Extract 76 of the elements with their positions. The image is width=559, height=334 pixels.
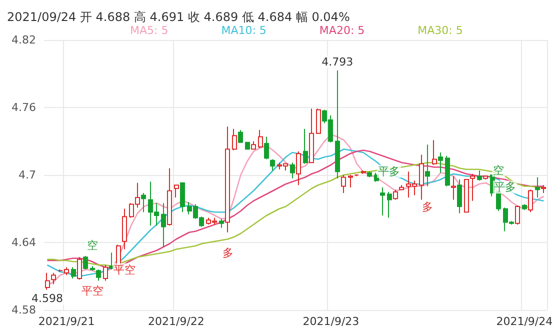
y-tick-label: 4.76	[12, 101, 36, 114]
y-tick-label: 4.64	[12, 236, 36, 249]
candlestick	[477, 170, 482, 182]
candlestick	[367, 171, 372, 178]
candlestick	[535, 176, 540, 198]
candlestick	[399, 184, 404, 190]
candlestick	[341, 174, 346, 194]
candlestick	[393, 189, 398, 200]
candlestick	[432, 140, 437, 166]
candlestick	[380, 186, 385, 216]
candlestick	[303, 128, 308, 164]
candlestick	[515, 204, 520, 225]
x-tick-label: 2021/9/22	[148, 315, 204, 328]
candlestick	[445, 155, 450, 187]
text: MA30: 5	[418, 24, 463, 37]
candlestick	[470, 173, 475, 202]
text: MA10: 5	[221, 24, 266, 37]
x-tick-label: 2021/9/24	[496, 315, 553, 328]
candlestick	[103, 264, 108, 282]
candlestick	[238, 130, 243, 143]
annotation: 多	[422, 200, 434, 214]
y-tick-label: 4.7	[18, 168, 36, 182]
candlestick	[483, 176, 488, 180]
candlestick	[45, 272, 50, 290]
candlestick	[77, 256, 82, 280]
candlestick	[51, 272, 56, 285]
candlestick	[387, 191, 392, 218]
candlestick	[451, 176, 456, 200]
candlestick	[245, 142, 250, 150]
y-tick-label: 4.82	[12, 34, 36, 46]
annotation: 空	[493, 164, 504, 177]
candlestick	[264, 136, 269, 160]
candlestick	[419, 154, 424, 200]
candlestick	[219, 218, 224, 228]
candlestick	[96, 269, 101, 282]
candlestick	[167, 168, 172, 226]
annotation: 4.793	[322, 55, 354, 68]
annotation: 平空	[81, 284, 104, 298]
candlestick	[348, 174, 353, 188]
candlestick	[174, 184, 179, 198]
candlestick	[464, 179, 469, 213]
candlestick	[225, 126, 230, 233]
annotation: 多	[222, 246, 234, 260]
y-tick-label: 4.58	[12, 304, 36, 316]
chart-title: 2021/09/24 开 4.688 高 4.691 收 4.689 低 4.684 幅 0.04%	[7, 10, 350, 24]
candlestick	[541, 184, 546, 194]
candlestick	[270, 158, 275, 171]
candlestick	[361, 170, 366, 174]
candlestick	[528, 189, 533, 213]
text: MA5: 5	[130, 24, 168, 37]
candlestick	[296, 150, 301, 186]
annotation: 空	[86, 239, 98, 252]
x-tick-label: 2021/9/23	[302, 315, 360, 328]
candlestick	[438, 152, 443, 174]
annotation: 4.598	[31, 292, 63, 305]
candlestick	[109, 252, 114, 270]
candlestick	[161, 202, 166, 248]
candlestick	[258, 130, 263, 148]
candlestick	[522, 204, 527, 210]
annotation: 平空	[114, 263, 136, 276]
candlestick	[180, 182, 185, 213]
candlestick	[425, 144, 430, 187]
candlestick	[251, 140, 256, 150]
text: MA20: 5	[319, 24, 365, 37]
candlestick	[232, 128, 237, 151]
candlestick	[309, 108, 314, 164]
candlestick	[457, 179, 462, 214]
candlestick	[71, 266, 76, 279]
candlestick	[122, 208, 127, 250]
candlestick	[83, 256, 88, 270]
candlestick	[141, 192, 146, 213]
candlestick	[316, 108, 321, 134]
candlestick	[335, 70, 340, 179]
x-tick-label: 2021/9/21	[38, 315, 95, 328]
candlestick	[90, 266, 95, 272]
candlestick	[290, 162, 295, 179]
